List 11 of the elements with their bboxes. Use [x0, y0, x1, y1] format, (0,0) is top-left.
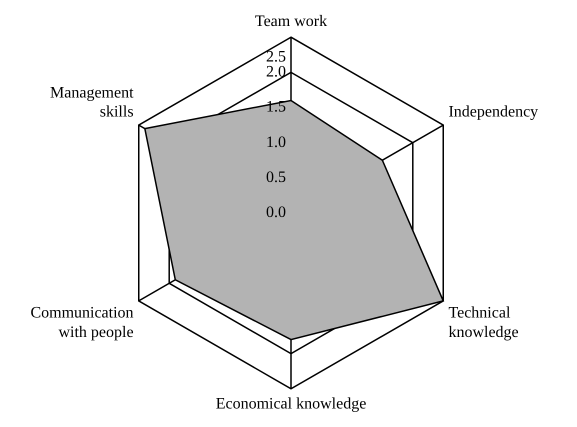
y-tick-label: 2.0 — [266, 64, 286, 81]
y-tick-label: 0.5 — [266, 169, 286, 186]
y-tick-label: 2.5 — [266, 48, 286, 66]
spoke-label: Management skills — [50, 84, 134, 121]
spoke-label: Technical knowledge — [448, 304, 519, 341]
y-tick-label: 0.0 — [266, 204, 286, 222]
spoke-label: Independency — [448, 104, 538, 121]
spoke-label: Communication with people — [30, 304, 134, 341]
spoke-label: Team work — [254, 12, 328, 30]
y-tick-label: 1.0 — [266, 134, 286, 151]
spoke-label: Economical knowledge — [216, 396, 366, 413]
